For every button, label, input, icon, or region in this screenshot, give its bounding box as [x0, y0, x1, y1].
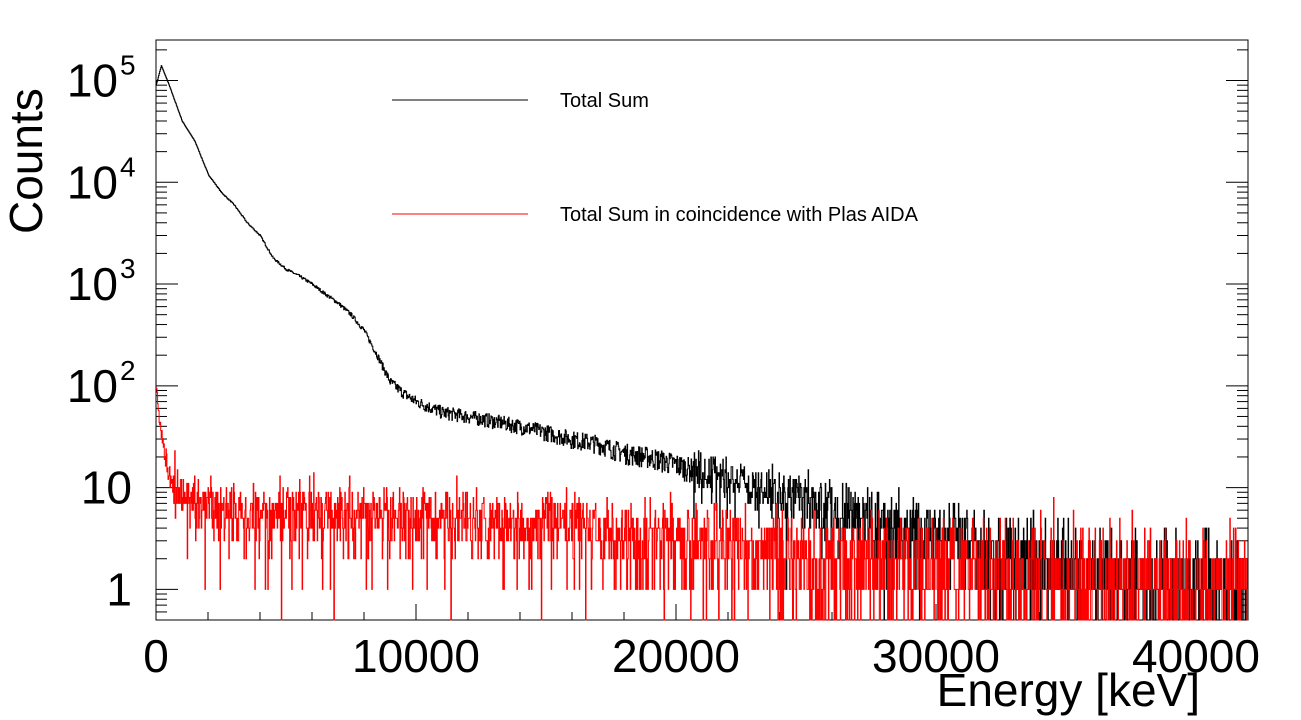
y-tick-label: 1	[106, 563, 132, 615]
y-tick-label: 10	[67, 360, 118, 412]
y-tick-label: 10	[67, 54, 118, 106]
legend-label-total-sum: Total Sum	[560, 90, 649, 112]
x-tick-label: 10000	[352, 630, 480, 682]
x-axis-ticks: 0 10000 20000 30000 40000	[143, 604, 1260, 682]
y-tick-label: 10	[81, 462, 132, 514]
x-tick-label: 0	[143, 630, 169, 682]
y-tick-exponent: 2	[120, 355, 136, 386]
y-tick-label: 10	[67, 156, 118, 208]
y-tick-exponent: 5	[120, 49, 136, 80]
x-tick-label: 20000	[612, 630, 740, 682]
legend: Total Sum Total Sum in coincidence with …	[392, 90, 919, 226]
y-tick-label: 10	[67, 258, 118, 310]
x-axis-title: Energy [keV]	[937, 664, 1200, 716]
y-tick-exponent: 3	[120, 253, 136, 284]
series-line-1	[156, 387, 1248, 621]
legend-label-coincidence: Total Sum in coincidence with Plas AIDA	[560, 204, 919, 226]
x-tick-label: 40000	[1132, 630, 1260, 682]
plot-frame	[155, 39, 1249, 621]
y-tick-exponent: 4	[120, 151, 136, 182]
y-axis-title: Counts	[0, 88, 52, 234]
series-layer	[156, 65, 1248, 621]
x-tick-label: 30000	[872, 630, 1000, 682]
